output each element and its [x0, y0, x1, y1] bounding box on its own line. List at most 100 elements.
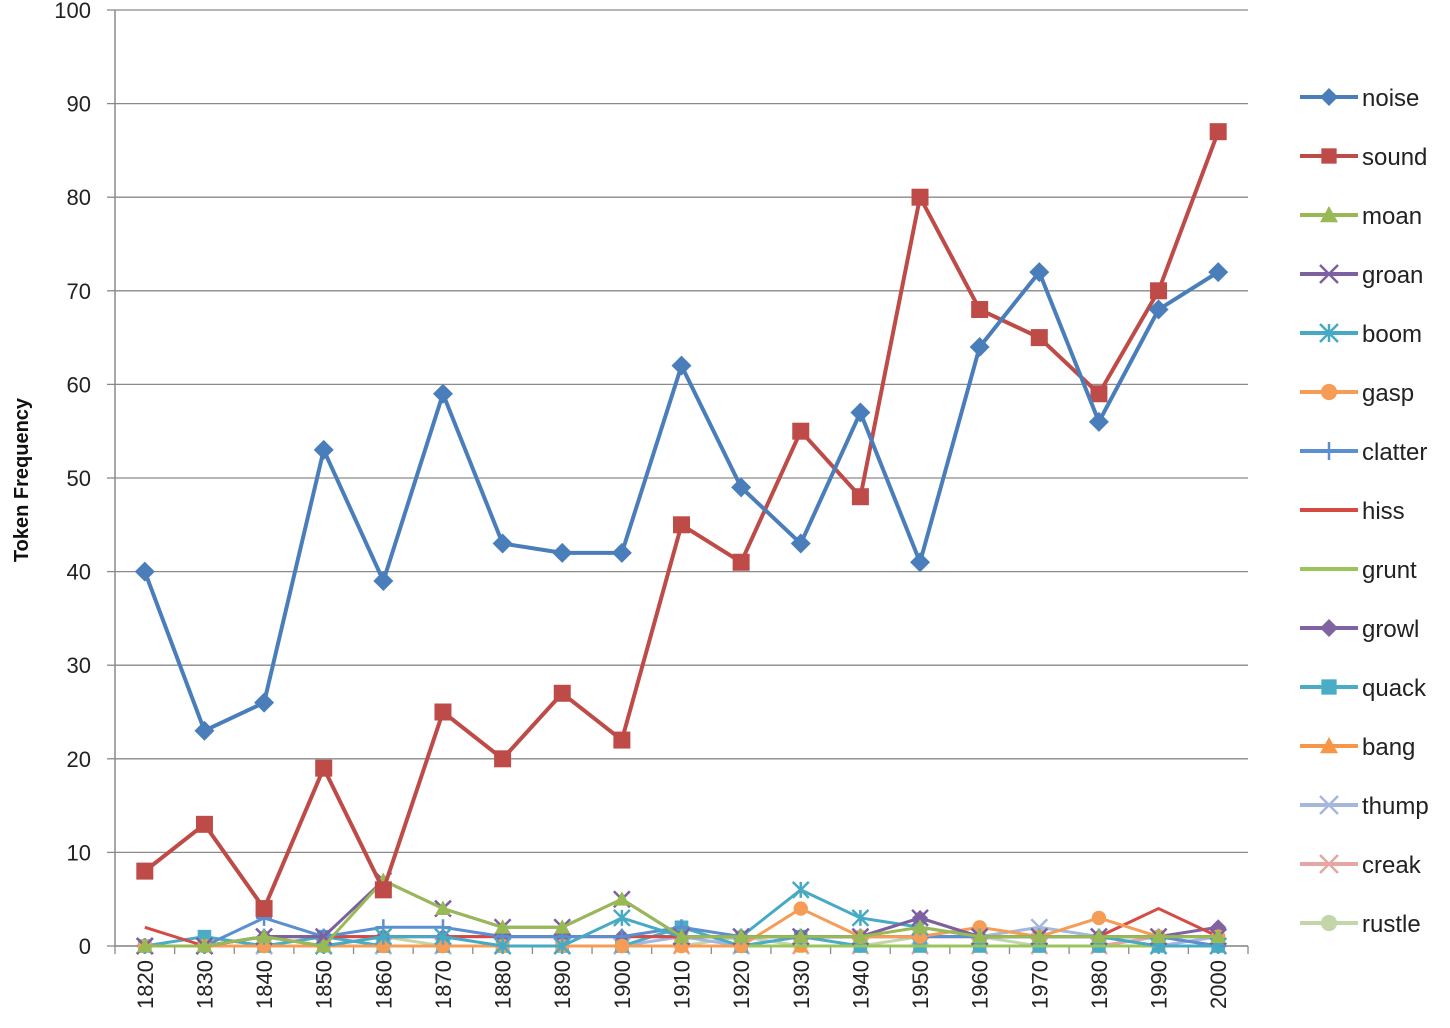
- y-tick-label: 100: [54, 0, 91, 23]
- x-tick-label: 1830: [192, 960, 217, 1009]
- y-tick-label: 80: [67, 185, 91, 210]
- data-point-noise: [432, 383, 453, 404]
- x-tick-label: 1980: [1087, 960, 1112, 1009]
- data-point-gasp: [376, 938, 391, 954]
- legend-label-moan: moan: [1362, 203, 1422, 230]
- data-point-noise: [373, 570, 394, 591]
- x-axis-ticks: 1820 1830 1840 1850 1860 1870 1880 1890 1900 1910…: [114, 946, 1249, 1009]
- data-point-moan: [1210, 928, 1227, 944]
- data-point-boom: [434, 927, 452, 946]
- data-point-boom: [553, 937, 572, 955]
- data-point-sound: [255, 900, 273, 918]
- data-point-noise: [611, 542, 632, 563]
- legend-marker-sound: [1321, 148, 1337, 164]
- data-point-moan: [434, 900, 451, 915]
- data-point-sound: [434, 703, 452, 721]
- data-point-sound: [553, 684, 571, 702]
- data-point-noise: [194, 720, 215, 741]
- legend-label-quack: quack: [1362, 675, 1427, 702]
- data-point-noise: [790, 533, 811, 554]
- data-point-noise: [671, 355, 692, 376]
- data-point-boom: [791, 880, 810, 899]
- data-point-sound: [374, 881, 392, 899]
- data-point-gasp: [972, 920, 987, 935]
- data-point-sound: [494, 750, 512, 768]
- x-tick-label: 2000: [1206, 960, 1231, 1009]
- data-point-moan: [733, 928, 750, 944]
- x-tick-label: 1890: [550, 960, 575, 1009]
- y-tick-label: 10: [67, 840, 91, 865]
- legend-label-clatter: clatter: [1362, 439, 1427, 466]
- data-point-noise: [492, 533, 513, 554]
- y-axis-title: Token Frequency: [11, 397, 33, 562]
- legend-marker-growl: [1320, 619, 1338, 637]
- data-point-moan: [1031, 928, 1048, 944]
- legend-marker-groan: [1319, 264, 1339, 284]
- legend-label-gasp: gasp: [1362, 380, 1414, 407]
- data-point-sound: [1209, 123, 1227, 141]
- data-point-sound: [1090, 385, 1108, 403]
- x-tick-label: 1920: [729, 960, 754, 1009]
- data-point-moan: [613, 891, 630, 906]
- data-point-noise: [134, 561, 155, 582]
- y-tick-label: 20: [67, 747, 91, 772]
- data-point-sound: [613, 731, 631, 749]
- legend-label-noise: noise: [1362, 85, 1419, 112]
- series-noise: [134, 262, 1229, 741]
- data-point-moan: [494, 919, 511, 934]
- data-point-moan: [196, 938, 213, 953]
- x-tick-label: 1930: [789, 960, 814, 1009]
- x-tick-label: 1860: [371, 960, 396, 1009]
- y-tick-label: 70: [67, 279, 91, 304]
- x-tick-label: 1940: [848, 960, 873, 1009]
- data-point-noise: [552, 542, 573, 563]
- legend-marker-moan: [1320, 206, 1338, 223]
- data-point-sound: [136, 862, 154, 880]
- x-tick-label: 1950: [908, 960, 933, 1009]
- legend-marker-boom: [1319, 323, 1339, 343]
- data-point-moan: [1150, 928, 1167, 944]
- data-point-noise: [731, 477, 752, 498]
- legend-label-boom: boom: [1362, 321, 1422, 348]
- data-point-sound: [315, 759, 333, 777]
- data-point-sound: [195, 815, 213, 833]
- legend-label-bang: bang: [1362, 734, 1415, 761]
- data-point-sound: [971, 301, 989, 319]
- legend-label-rustle: rustle: [1362, 911, 1421, 938]
- legend-marker-noise: [1320, 88, 1338, 106]
- gridlines: [115, 9, 1248, 947]
- legend-label-sound: sound: [1362, 144, 1427, 171]
- x-tick-label: 1990: [1147, 960, 1172, 1009]
- legend-marker-bang: [1320, 737, 1338, 754]
- data-point-moan: [792, 928, 809, 944]
- data-point-moan: [852, 928, 869, 944]
- legend-label-thump: thump: [1362, 793, 1429, 820]
- legend-label-groan: groan: [1362, 262, 1423, 289]
- y-tick-label: 30: [67, 653, 91, 678]
- x-tick-label: 1820: [133, 960, 158, 1009]
- data-point-moan: [673, 928, 690, 944]
- data-point-sound: [792, 422, 810, 440]
- data-point-gasp: [1091, 910, 1107, 926]
- legend-label-hiss: hiss: [1362, 498, 1405, 525]
- data-point-sound: [673, 516, 690, 534]
- legend-marker-rustle: [1320, 914, 1338, 932]
- data-point-groan: [911, 909, 929, 927]
- data-point-moan: [971, 928, 988, 944]
- x-tick-label: 1900: [610, 960, 635, 1009]
- y-tick-label: 40: [67, 560, 91, 585]
- x-tick-label: 1910: [670, 960, 695, 1009]
- legend-label-growl: growl: [1362, 616, 1419, 643]
- data-point-boom: [851, 909, 870, 927]
- data-point-moan: [315, 938, 332, 953]
- series-sound: [136, 123, 1227, 918]
- legend-marker-creak: [1319, 854, 1339, 874]
- legend-marker-clatter: [1320, 442, 1338, 460]
- data-point-moan: [136, 938, 153, 953]
- legend: noise sound moan groan boom gasp clatter hiss gr…: [1300, 85, 1429, 938]
- data-point-sound: [1030, 329, 1048, 347]
- data-point-moan: [554, 919, 571, 934]
- data-point-boom: [493, 937, 512, 955]
- x-tick-label: 1850: [312, 960, 337, 1009]
